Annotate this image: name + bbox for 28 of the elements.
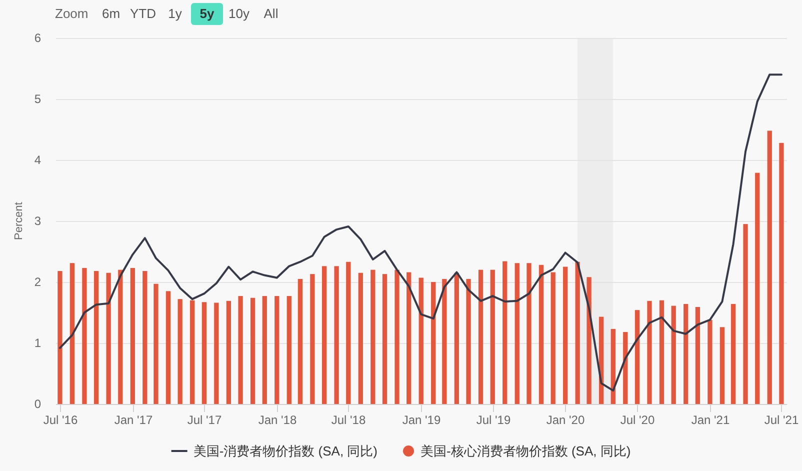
x-tick-label: Jan '20 [546, 413, 585, 427]
x-tick-label: Jan '19 [402, 413, 441, 427]
x-tick-label: Jan '21 [691, 413, 730, 427]
y-tick-label: 2 [34, 275, 41, 289]
y-axis-title: Percent [13, 202, 25, 240]
x-tick-label: Jul '16 [43, 413, 78, 427]
range-selector-label: Zoom [55, 6, 88, 21]
y-tick-label: 6 [34, 31, 41, 45]
range-button-label: 1y [168, 6, 182, 21]
legend-label: 美国-核心消费者物价指数 (SA, 同比) [420, 444, 631, 458]
y-tick-label: 3 [34, 214, 41, 228]
y-tick-label: 5 [34, 92, 41, 106]
x-tick-label: Jan '18 [258, 413, 297, 427]
x-tick-label: Jul '17 [187, 413, 222, 427]
y-tick-label: 4 [34, 153, 41, 167]
x-tick-label: Jul '20 [620, 413, 655, 427]
x-tick-label: Jul '18 [331, 413, 366, 427]
legend-label: 美国-消费者物价指数 (SA, 同比) [193, 444, 378, 458]
range-button-label: 10y [228, 6, 250, 21]
x-tick-label: Jul '21 [764, 413, 799, 427]
range-button-label: YTD [130, 6, 156, 21]
y-tick-label: 1 [34, 336, 41, 350]
x-tick-label: Jan '17 [114, 413, 153, 427]
range-button-label: All [264, 6, 278, 21]
x-tick-label: Jul '19 [476, 413, 511, 427]
y-tick-label: 0 [34, 397, 41, 411]
range-button-label: 6m [102, 6, 120, 21]
range-button-label: 5y [200, 6, 214, 21]
